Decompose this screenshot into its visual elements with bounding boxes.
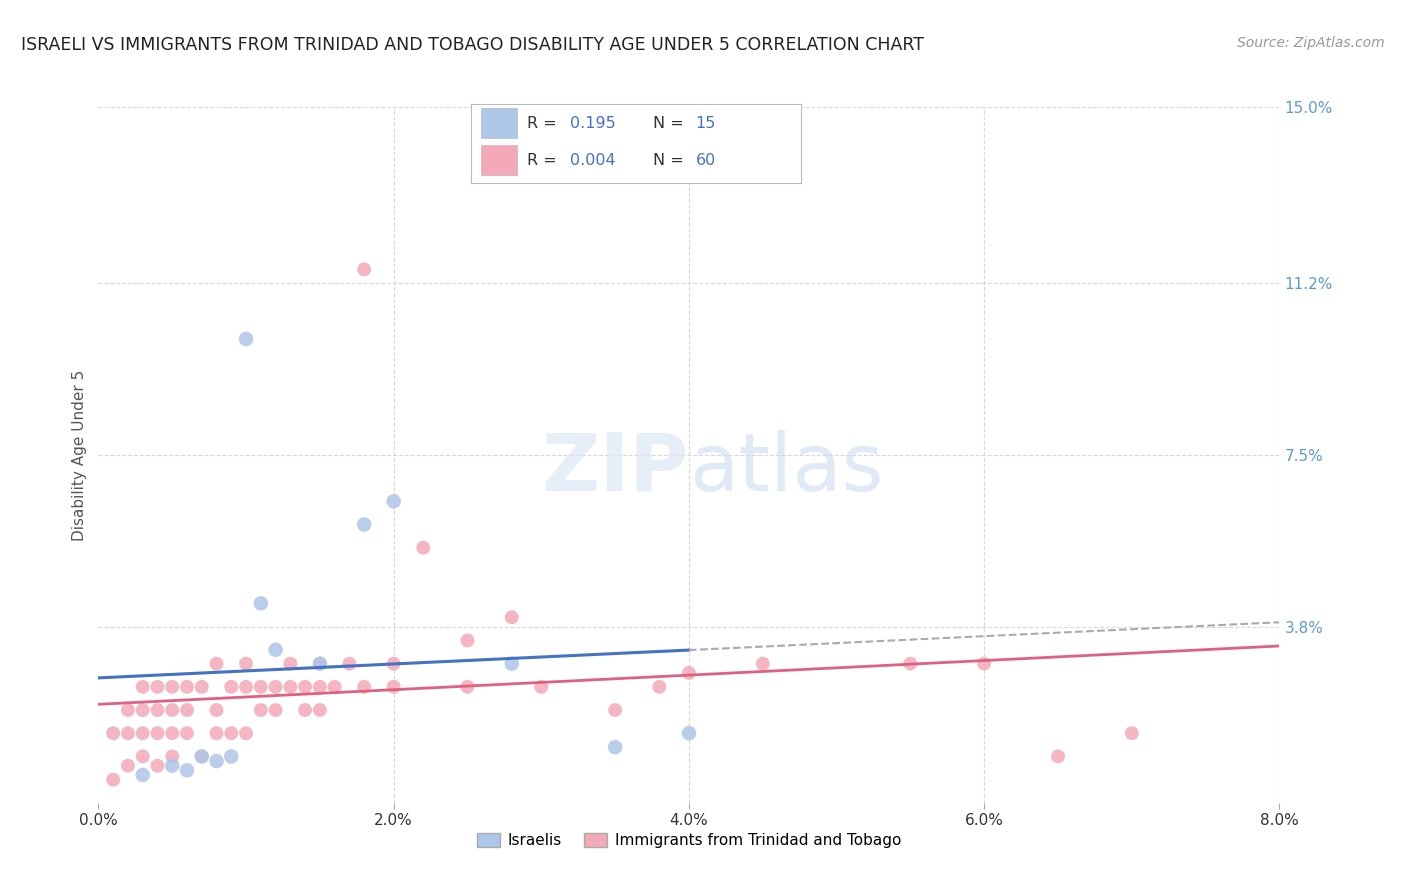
Point (221, 726, 243, 740)
Point (309, 657, 332, 671)
Point (132, 703, 155, 717)
Point (309, 680, 332, 694)
Point (309, 657, 332, 671)
Point (205, 726, 228, 740)
Text: 15: 15 (696, 116, 716, 131)
Point (117, 703, 139, 717)
Point (457, 680, 479, 694)
Text: N =: N = (652, 153, 689, 168)
Point (678, 726, 700, 740)
Point (530, 680, 553, 694)
Point (162, 758, 183, 772)
Point (103, 726, 125, 740)
Point (294, 680, 316, 694)
Point (264, 703, 287, 717)
Point (191, 749, 214, 764)
Point (117, 758, 139, 772)
Y-axis label: Disability Age Under 5: Disability Age Under 5 (72, 369, 87, 541)
Point (235, 680, 257, 694)
Point (132, 749, 155, 764)
Point (191, 680, 214, 694)
Text: R =: R = (527, 153, 562, 168)
Point (250, 680, 273, 694)
Bar (481, 145, 517, 175)
Point (162, 749, 183, 764)
Point (132, 680, 155, 694)
Text: 60: 60 (696, 153, 716, 168)
Point (323, 680, 346, 694)
Bar (481, 108, 517, 138)
Point (264, 642, 287, 657)
Point (353, 517, 375, 532)
Point (605, 703, 627, 717)
Point (146, 758, 169, 772)
Point (176, 680, 198, 694)
Point (162, 703, 183, 717)
Point (678, 665, 700, 680)
Point (132, 768, 155, 782)
Point (162, 680, 183, 694)
Point (146, 726, 169, 740)
Point (205, 754, 228, 768)
Point (973, 657, 995, 671)
Point (605, 740, 627, 755)
Point (235, 332, 257, 346)
Text: 0.195: 0.195 (571, 116, 616, 131)
Point (250, 596, 273, 610)
Point (205, 657, 228, 671)
Point (235, 726, 257, 740)
Text: ISRAELI VS IMMIGRANTS FROM TRINIDAD AND TOBAGO DISABILITY AGE UNDER 5 CORRELATIO: ISRAELI VS IMMIGRANTS FROM TRINIDAD AND … (21, 36, 924, 54)
Text: 0.004: 0.004 (571, 153, 616, 168)
Point (250, 703, 273, 717)
Point (176, 703, 198, 717)
Point (162, 726, 183, 740)
Text: N =: N = (652, 116, 689, 131)
Point (221, 680, 243, 694)
Point (103, 772, 125, 787)
Point (280, 657, 302, 671)
Point (280, 680, 302, 694)
Point (382, 657, 405, 671)
Text: ZIP: ZIP (541, 430, 689, 508)
Point (1046, 749, 1070, 764)
Point (176, 726, 198, 740)
Point (176, 764, 198, 778)
Point (457, 633, 479, 648)
Point (191, 749, 214, 764)
Point (353, 680, 375, 694)
Point (353, 262, 375, 277)
Point (146, 680, 169, 694)
Text: Source: ZipAtlas.com: Source: ZipAtlas.com (1237, 36, 1385, 50)
Point (205, 703, 228, 717)
Point (412, 541, 434, 555)
Point (221, 749, 243, 764)
Point (146, 703, 169, 717)
Point (132, 726, 155, 740)
Point (382, 680, 405, 694)
Text: atlas: atlas (689, 430, 883, 508)
Point (382, 494, 405, 508)
Point (752, 657, 775, 671)
Point (339, 657, 361, 671)
Point (294, 703, 316, 717)
Point (117, 726, 139, 740)
Point (235, 657, 257, 671)
Point (501, 610, 523, 624)
Point (501, 657, 523, 671)
Point (900, 657, 922, 671)
Point (264, 680, 287, 694)
Point (309, 703, 332, 717)
Point (648, 680, 671, 694)
Legend: Israelis, Immigrants from Trinidad and Tobago: Israelis, Immigrants from Trinidad and T… (471, 827, 907, 855)
Point (1121, 726, 1143, 740)
Text: R =: R = (527, 116, 562, 131)
